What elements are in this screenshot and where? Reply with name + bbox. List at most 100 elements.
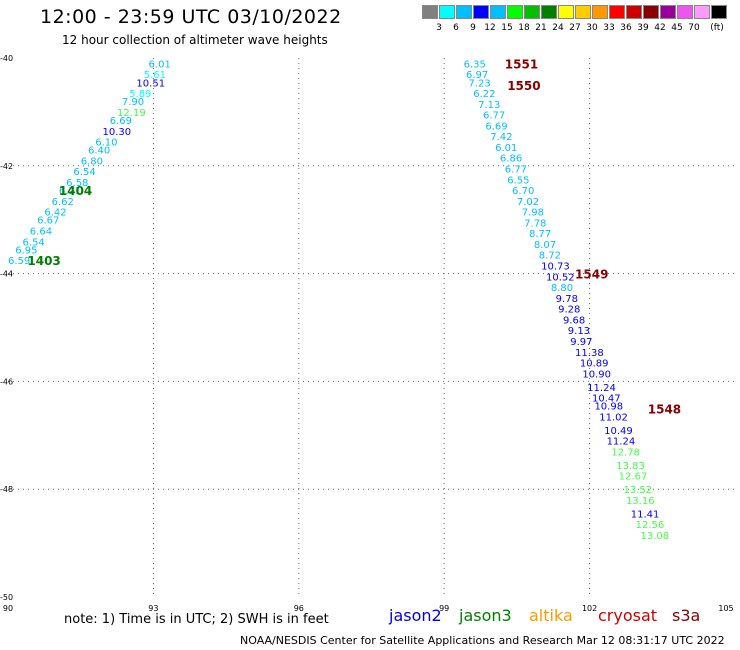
credit-line: NOAA/NESDIS Center for Satellite Applica… [240,634,725,647]
time-label: 1403 [27,254,60,268]
swh-value: 6.64 [30,226,52,237]
color-legend-label: 70 [688,23,700,33]
color-swatch [660,5,676,19]
y-tick-label: -50 [0,593,13,602]
y-tick-label: -42 [0,162,13,171]
map-title: 12:00 - 23:59 UTC 03/10/2022 [40,6,342,28]
color-legend-label: 3 [436,23,442,33]
time-label: 1549 [575,268,608,282]
color-swatch [626,5,642,19]
color-swatch [439,5,455,19]
swh-value: 11.24 [607,437,636,448]
color-swatch [456,5,472,19]
swh-value: 13.83 [616,461,645,472]
color-legend-label: 6 [453,23,459,33]
swh-value: 10.47 [592,394,621,405]
swh-value: 5.89 [129,89,151,100]
y-tick-label: -46 [0,377,13,386]
swh-value: 6.86 [500,154,522,165]
swh-value: 9.28 [558,305,580,316]
swh-value: 12.67 [619,472,648,483]
color-legend-label: 12 [484,23,496,33]
swh-value: 7.13 [478,100,500,111]
swh-value: 6.80 [81,156,103,167]
swh-value: 6.01 [495,143,517,154]
swh-value: 6.95 [15,245,37,256]
swh-value: 11.24 [587,383,616,394]
satellite-legend-altika: altika [529,606,573,625]
swh-value: 10.89 [580,359,609,370]
color-legend-label: 42 [654,23,666,33]
swh-value: 11.41 [631,509,660,520]
color-legend-label: 30 [586,23,598,33]
y-tick-label: -44 [0,270,13,279]
swh-value: 10.52 [546,272,575,283]
swh-value: 8.07 [534,240,556,251]
swh-value: 9.13 [568,326,590,337]
swh-value: 8.80 [551,283,573,294]
y-tick-label: -40 [0,54,13,63]
color-swatch [711,5,727,19]
color-legend-label: 36 [620,23,632,33]
color-legend-unit: (ft) [710,23,724,33]
satellite-legend-s3a: s3a [672,606,701,625]
swh-value: 6.21 [59,186,81,197]
swh-value: 10.30 [103,127,132,138]
satellite-legend-jason2: jason2 [389,606,442,625]
swh-value: 6.97 [466,70,488,81]
color-legend-label: 24 [552,23,564,33]
map-subtitle: 12 hour collection of altimeter wave hei… [62,33,328,47]
x-tick-label: 99 [439,604,449,613]
swh-value: 13.16 [626,496,655,507]
color-legend-label: 39 [637,23,649,33]
footer-note: note: 1) Time is in UTC; 2) SWH is in fe… [64,612,329,627]
swh-value: 13.52 [624,485,653,496]
color-swatch [609,5,625,19]
color-swatch [490,5,506,19]
swh-value: 12.19 [117,108,146,119]
color-legend-label: 27 [569,23,581,33]
color-swatch [575,5,591,19]
x-tick-label: 102 [582,604,597,613]
swh-value: 10.51 [136,78,165,89]
swh-value: 10.73 [541,262,570,273]
color-legend-label: 21 [535,23,547,33]
color-swatch [643,5,659,19]
swh-value: 12.78 [611,447,640,458]
y-tick-label: -48 [0,485,13,494]
color-swatch [592,5,608,19]
swh-value: 6.54 [23,237,45,248]
swh-value: 8.77 [529,229,551,240]
swh-value: 10.90 [582,369,611,380]
satellite-legend-jason3: jason3 [459,606,512,625]
time-label: 1404 [59,184,92,198]
swh-value: 6.70 [512,186,534,197]
swh-value: 12.56 [636,520,665,531]
swh-value: 6.22 [473,89,495,100]
color-swatch [677,5,693,19]
x-tick-label: 90 [3,604,13,613]
swh-value: 6.01 [149,59,171,70]
color-swatch [524,5,540,19]
swh-value: 7.23 [468,78,490,89]
swh-value: 5.61 [144,70,166,81]
swh-value: 7.02 [517,197,539,208]
x-tick-label: 93 [148,604,158,613]
color-legend-label: 9 [470,23,476,33]
x-tick-label: 96 [294,604,304,613]
swh-value: 6.54 [73,167,95,178]
color-legend-label: 15 [501,23,513,33]
swh-value: 7.78 [524,218,546,229]
swh-value: 9.97 [570,337,592,348]
color-legend-label: 33 [603,23,615,33]
color-swatch [473,5,489,19]
swh-value: 11.38 [575,348,604,359]
swh-value: 7.98 [522,208,544,219]
color-swatch [422,5,438,19]
swh-value: 6.10 [95,138,117,149]
color-legend-label: 45 [671,23,683,33]
x-tick-label: 105 [718,604,733,613]
swh-value: 6.62 [52,197,74,208]
swh-value: 10.98 [594,402,623,413]
swh-value: 6.40 [88,146,110,157]
